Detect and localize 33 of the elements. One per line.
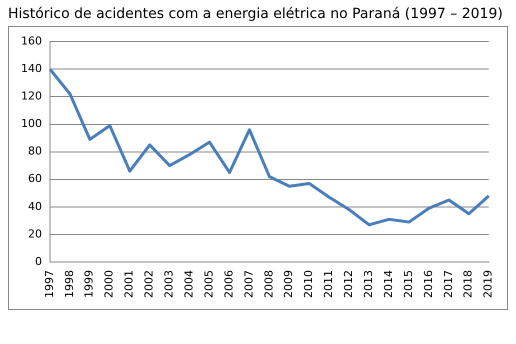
x-tick-label: 2003 — [162, 270, 176, 298]
x-tick-label: 2014 — [382, 270, 395, 298]
x-tick-label: 2007 — [242, 270, 256, 298]
x-tick-label: 2004 — [182, 270, 196, 298]
x-tick-label: 1998 — [62, 270, 76, 298]
y-tick-label: 160 — [20, 34, 42, 48]
x-tick-label: 1999 — [82, 270, 96, 298]
x-tick-label: 2013 — [362, 270, 375, 298]
y-tick-label: 140 — [20, 62, 42, 76]
x-tick-label: 2015 — [402, 270, 415, 298]
x-tick-label: 2008 — [262, 270, 276, 298]
x-tick-label: 2000 — [102, 270, 116, 298]
y-tick-label: 120 — [20, 90, 42, 103]
y-tick-label: 20 — [28, 227, 42, 240]
x-tick-label: 2002 — [142, 270, 156, 298]
y-tick-label: 80 — [28, 144, 42, 158]
x-tick-label: 2005 — [202, 270, 216, 298]
y-tick-label: 100 — [20, 117, 42, 130]
x-tick-label: 2017 — [442, 270, 455, 298]
x-tick-label: 2012 — [342, 270, 356, 298]
x-tick-label: 2011 — [322, 270, 336, 298]
x-tick-label: 2009 — [282, 270, 296, 298]
x-tick-label: 2019 — [482, 270, 495, 298]
x-tick-label: 2006 — [222, 270, 236, 298]
y-tick-label: 60 — [28, 172, 42, 186]
x-tick-label: 2018 — [462, 270, 475, 298]
y-tick-label: 0 — [34, 254, 42, 268]
x-tick-label: 1997 — [42, 270, 56, 298]
chart-title: Histórico de acidentes com a energia elétrica no Paraná (1997 – 2019) — [8, 6, 504, 22]
x-tick-label: 2010 — [302, 270, 316, 298]
y-tick-label: 40 — [28, 200, 42, 213]
x-tick-label: 2016 — [422, 270, 435, 298]
x-tick-label: 2001 — [122, 270, 136, 298]
